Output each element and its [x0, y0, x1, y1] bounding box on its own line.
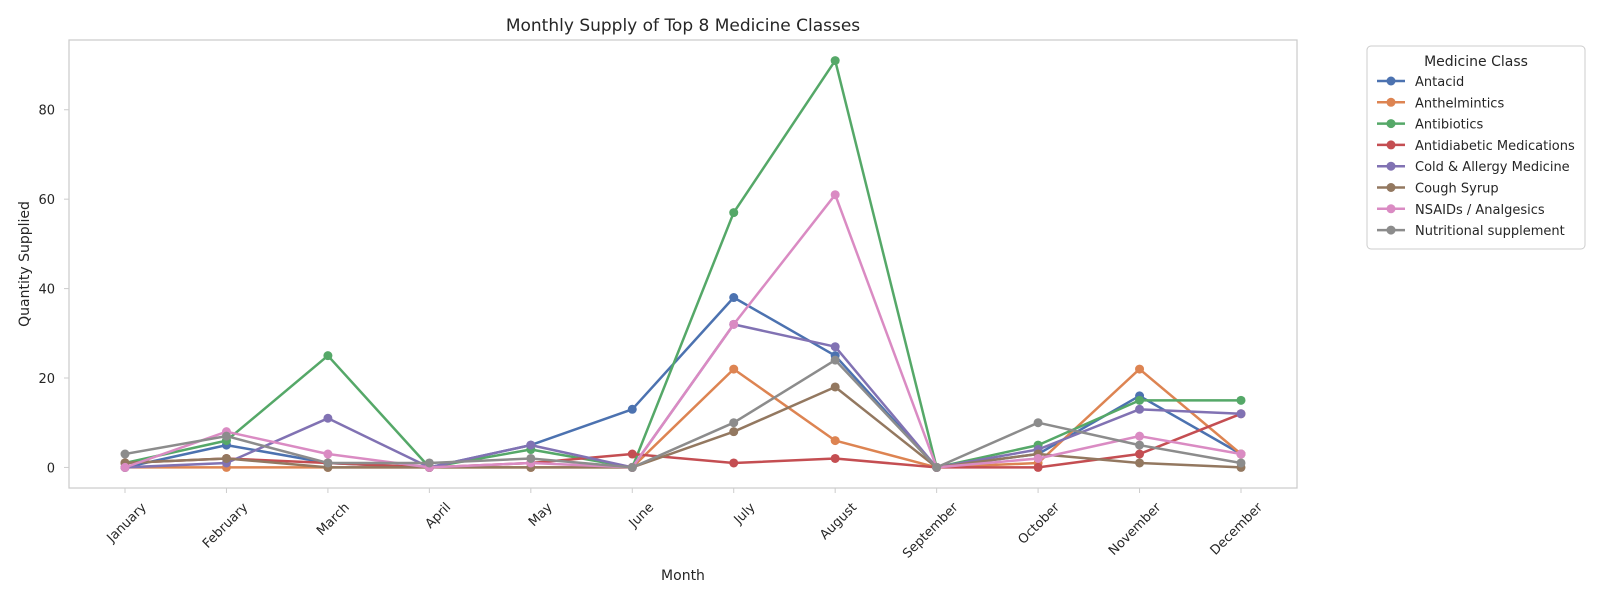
data-point	[1135, 364, 1145, 374]
plot-area-frame	[68, 39, 1298, 489]
data-point	[323, 351, 333, 361]
x-tick-label: December	[1208, 500, 1267, 559]
legend-marker	[1386, 97, 1396, 107]
data-point	[729, 418, 739, 428]
data-point	[830, 190, 840, 200]
data-point	[1236, 395, 1246, 405]
data-point	[323, 413, 333, 423]
y-tick-label: 80	[38, 104, 55, 119]
series-line	[123, 385, 1243, 469]
x-tick-label: September	[900, 500, 962, 562]
data-point	[323, 449, 333, 459]
data-point	[1135, 404, 1145, 414]
legend-marker	[1386, 204, 1396, 214]
data-point	[526, 440, 536, 450]
series-line	[123, 412, 1243, 469]
legend-marker	[1386, 76, 1396, 86]
data-point	[1135, 395, 1145, 405]
x-tick-label: May	[526, 500, 556, 530]
legend-label: Cold & Allergy Medicine	[1415, 160, 1570, 175]
data-point	[1236, 409, 1246, 419]
legend-label: Anthelmintics	[1415, 96, 1504, 111]
legend-marker	[1386, 140, 1396, 150]
series-line	[123, 193, 1243, 469]
data-point	[526, 453, 536, 463]
legend-label: Cough Syrup	[1415, 182, 1499, 197]
series-layer	[120, 56, 1246, 472]
series-line	[123, 358, 1243, 469]
data-point	[932, 462, 942, 472]
data-point	[830, 453, 840, 463]
data-point	[729, 458, 739, 468]
data-point	[830, 342, 840, 352]
data-point	[1135, 458, 1145, 468]
legend-marker	[1386, 161, 1396, 171]
legend-marker	[1386, 225, 1396, 235]
series-line	[123, 296, 1243, 469]
data-point	[830, 355, 840, 365]
series-7	[120, 355, 1246, 472]
data-point	[221, 453, 231, 463]
data-point	[1033, 418, 1043, 428]
legend-label: Antacid	[1415, 75, 1464, 90]
x-tick-label: October	[1016, 500, 1064, 548]
x-tick-label: June	[626, 500, 657, 531]
data-point	[729, 364, 739, 374]
x-tick-label: November	[1106, 500, 1165, 559]
x-axis: January February March April May June July Augu…	[104, 488, 1267, 562]
data-point	[1236, 449, 1246, 459]
data-point	[323, 458, 333, 468]
data-point	[120, 462, 130, 472]
data-point	[729, 427, 739, 437]
x-tick-label: July	[731, 500, 759, 528]
data-point	[120, 449, 130, 459]
x-tick-label: August	[817, 500, 860, 543]
y-tick-label: 40	[38, 283, 55, 298]
y-tick-label: 0	[47, 461, 55, 476]
series-line	[123, 367, 1243, 469]
data-point	[830, 382, 840, 392]
data-point	[1135, 449, 1145, 459]
legend-label: Nutritional supplement	[1415, 224, 1565, 239]
y-axis: 0 20 40 60 80	[38, 104, 69, 476]
data-point	[221, 431, 231, 441]
data-point	[729, 319, 739, 329]
data-point	[830, 56, 840, 66]
legend-items: Antacid Anthelmintics Antibiotics Antidiabe…	[1377, 75, 1575, 239]
chart-title: Monthly Supply of Top 8 Medicine Classes	[506, 16, 860, 36]
data-point	[830, 436, 840, 446]
legend-label: Antidiabetic Medications	[1415, 139, 1575, 154]
data-point	[424, 458, 434, 468]
data-point	[1135, 440, 1145, 450]
x-tick-label: March	[314, 500, 353, 539]
data-point	[1236, 458, 1246, 468]
legend-title: Medicine Class	[1424, 54, 1528, 70]
legend: Medicine Class Antacid Anthelmintics Antib…	[1366, 45, 1586, 250]
legend-label: Antibiotics	[1415, 118, 1484, 133]
legend-frame	[1366, 45, 1586, 250]
data-point	[627, 404, 637, 414]
x-tick-label: February	[200, 500, 252, 552]
data-point	[729, 293, 739, 303]
legend-label: NSAIDs / Analgesics	[1415, 203, 1545, 218]
data-point	[627, 462, 637, 472]
y-tick-label: 60	[38, 193, 55, 208]
y-axis-title: Quantity Supplied	[17, 201, 33, 327]
series-6	[120, 190, 1246, 472]
legend-marker	[1386, 183, 1396, 192]
data-point	[627, 449, 637, 459]
legend-marker	[1386, 119, 1396, 129]
x-tick-label: April	[423, 500, 455, 532]
data-point	[1033, 453, 1043, 463]
data-point	[1033, 462, 1043, 472]
data-point	[729, 208, 739, 218]
x-tick-label: January	[104, 500, 150, 546]
data-point	[1135, 431, 1145, 441]
series-line	[123, 59, 1243, 469]
y-tick-label: 20	[38, 372, 55, 387]
series-2	[120, 56, 1246, 472]
x-axis-title: Month	[661, 568, 705, 584]
